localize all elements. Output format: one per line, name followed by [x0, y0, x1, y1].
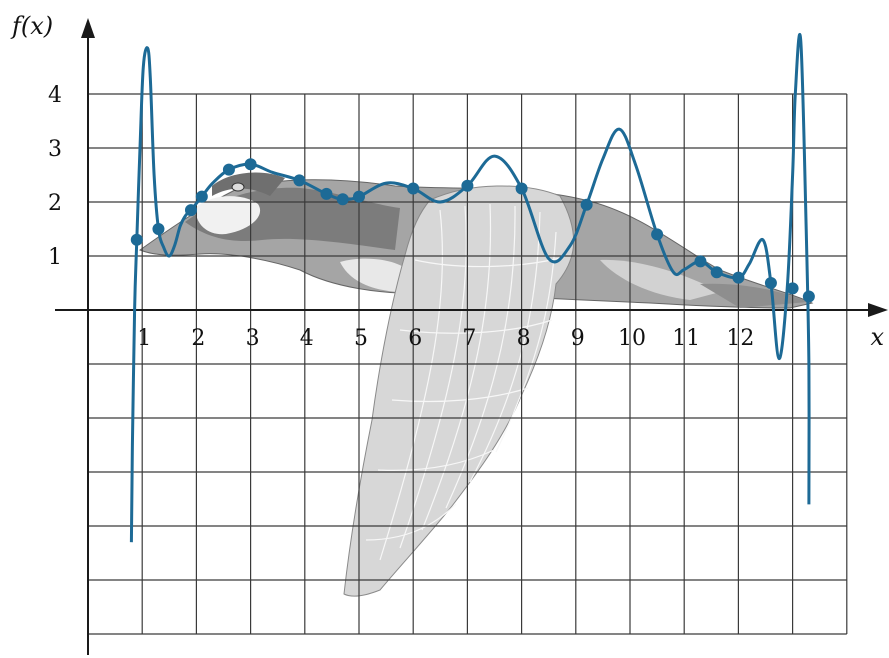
y-axis-label: f(x): [10, 12, 53, 40]
data-point: [130, 233, 143, 246]
data-point: [320, 187, 333, 200]
data-point: [694, 255, 707, 268]
data-point: [710, 266, 723, 279]
interpolating-curve: [129, 32, 811, 543]
y-tick-label: 3: [48, 137, 62, 162]
goose-breast: [340, 258, 405, 292]
x-tick-label: 5: [354, 326, 368, 351]
y-axis-arrow: [81, 18, 95, 38]
data-point: [732, 271, 745, 284]
y-tick-label: 2: [48, 191, 62, 216]
goose-feathers: [365, 203, 561, 561]
interpolating-curve-layer: [129, 32, 811, 543]
data-point: [222, 163, 235, 176]
y-tick-label: 4: [48, 83, 62, 108]
data-point: [580, 198, 593, 211]
x-tick-label: 8: [517, 326, 531, 351]
x-tick-label: 6: [408, 326, 422, 351]
grid: [87, 93, 848, 635]
x-tick-label: 10: [618, 326, 646, 351]
data-point: [461, 179, 474, 192]
goose-illustration: [138, 172, 814, 597]
data-point: [244, 158, 257, 171]
x-tick-label: 2: [191, 326, 205, 351]
goose-head: [212, 172, 285, 196]
data-point: [293, 174, 306, 187]
data-point: [651, 228, 664, 241]
data-point: [353, 190, 365, 203]
x-tick-label: 7: [462, 326, 476, 351]
data-point: [515, 182, 528, 195]
goose-eye: [231, 182, 245, 192]
data-point: [184, 204, 197, 217]
data-points-layer: [130, 158, 815, 303]
data-point: [195, 190, 208, 203]
x-tick-label: 12: [726, 326, 754, 351]
data-point: [336, 193, 349, 206]
x-tick-label: 9: [571, 326, 585, 351]
data-point: [764, 277, 777, 289]
data-point: [802, 290, 815, 303]
data-point: [786, 282, 799, 295]
data-point: [407, 182, 420, 195]
data-point: [152, 223, 165, 235]
x-axis-label: x: [870, 323, 884, 351]
x-tick-label: 11: [672, 326, 700, 351]
x-tick-label: 1: [137, 326, 151, 351]
goose-tail: [700, 283, 808, 308]
y-tick-label: 1: [48, 245, 62, 270]
x-tick-label: 3: [246, 326, 260, 351]
goose-cheek: [195, 196, 261, 235]
axes: [55, 18, 888, 655]
x-tick-label: 4: [300, 326, 314, 351]
x-axis-arrow: [868, 303, 888, 317]
